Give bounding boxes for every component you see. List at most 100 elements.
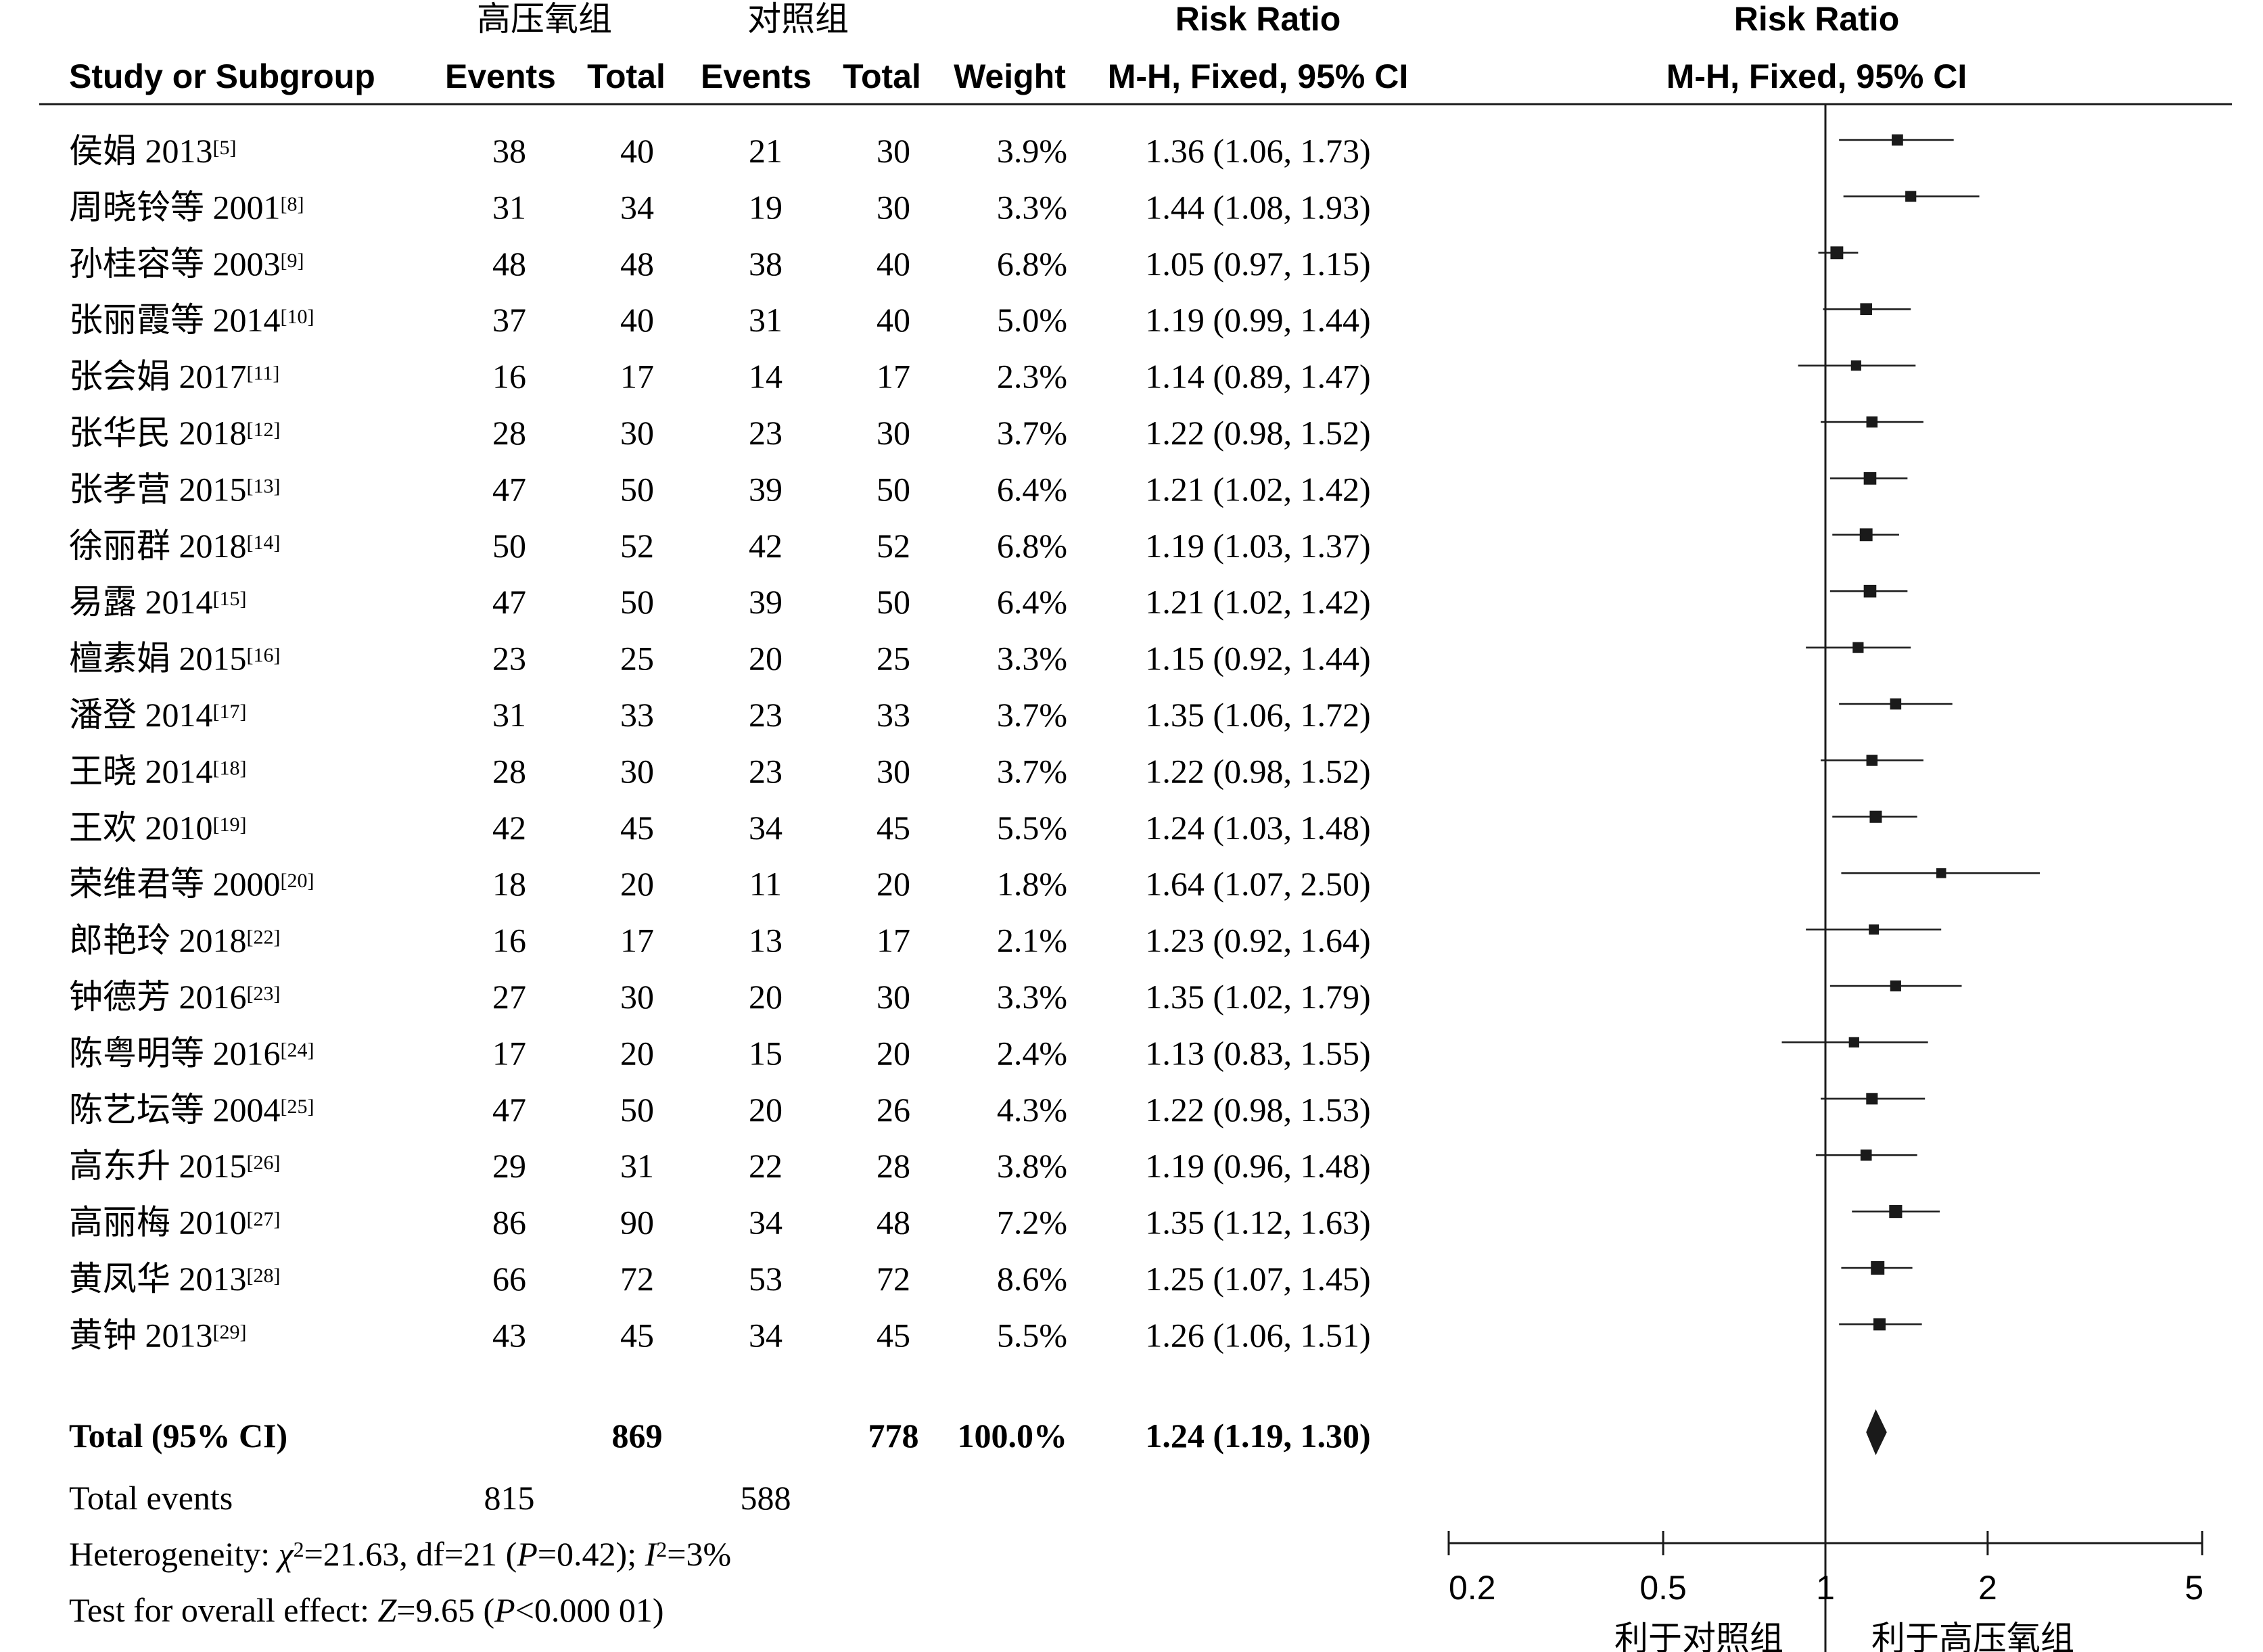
- rr-ci-value: 1.22 (0.98, 1.52): [1145, 414, 1370, 452]
- header-exp-total: Total: [587, 57, 666, 95]
- exp-total: 50: [620, 583, 654, 621]
- exp-total: 45: [620, 809, 654, 847]
- ctl-total: 72: [877, 1260, 910, 1298]
- exp-total: 33: [620, 696, 654, 734]
- weight-value: 3.3%: [997, 640, 1067, 678]
- study-name: 高东升 2015[26]: [69, 1147, 280, 1185]
- ctl-total: 40: [877, 245, 910, 283]
- rr-ci-value: 1.44 (1.08, 1.93): [1145, 188, 1370, 226]
- x-tick-label: 1: [1816, 1569, 1835, 1607]
- study-name: 高丽梅 2010[27]: [69, 1204, 280, 1242]
- ctl-total: 30: [877, 978, 910, 1016]
- ctl-total: 30: [877, 414, 910, 452]
- exp-events: 23: [492, 640, 526, 678]
- study-name: 陈艺坛等 2004[25]: [69, 1091, 314, 1129]
- header-ctl-events: Events: [701, 57, 812, 95]
- rr-ci-value: 1.25 (1.07, 1.45): [1145, 1260, 1370, 1298]
- total-ctl: 778: [868, 1417, 919, 1455]
- study-name: 周晓铃等 2001[8]: [69, 188, 304, 226]
- rr-ci-value: 1.15 (0.92, 1.44): [1145, 640, 1370, 678]
- rr-ci-value: 1.05 (0.97, 1.15): [1145, 245, 1370, 283]
- total-rr-ci: 1.24 (1.19, 1.30): [1145, 1417, 1370, 1455]
- point-estimate-square: [1863, 472, 1877, 485]
- exp-events: 17: [492, 1034, 526, 1072]
- ctl-total: 52: [877, 527, 910, 565]
- total-weight: 100.0%: [958, 1417, 1068, 1455]
- study-name: 郎艳玲 2018[22]: [69, 922, 280, 960]
- weight-value: 2.1%: [997, 922, 1067, 960]
- ctl-total: 45: [877, 809, 910, 847]
- point-estimate-square: [1889, 1205, 1903, 1219]
- exp-events: 48: [492, 245, 526, 283]
- rr-ci-value: 1.24 (1.03, 1.48): [1145, 809, 1370, 847]
- heterogeneity-line: Heterogeneity: χ2=21.63, df=21 (P=0.42);…: [69, 1535, 731, 1573]
- study-name: 张丽霞等 2014[10]: [69, 301, 314, 339]
- header-weight: Weight: [954, 57, 1066, 95]
- weight-value: 1.8%: [997, 865, 1067, 903]
- exp-total: 45: [620, 1316, 654, 1354]
- ctl-total: 45: [877, 1316, 910, 1354]
- ctl-events: 34: [749, 1316, 783, 1354]
- exp-events: 43: [492, 1316, 526, 1354]
- study-name: 徐丽群 2018[14]: [69, 527, 280, 565]
- exp-events: 27: [492, 978, 526, 1016]
- exp-events: 16: [492, 922, 526, 960]
- weight-value: 3.3%: [997, 978, 1067, 1016]
- header-group-experimental: 高压氧组: [477, 0, 612, 39]
- exp-total: 40: [620, 301, 654, 339]
- point-estimate-square: [1860, 303, 1873, 316]
- study-name: 荣维君等 2000[20]: [69, 865, 314, 903]
- ctl-events: 20: [749, 978, 783, 1016]
- weight-value: 7.2%: [997, 1204, 1067, 1242]
- weight-value: 5.5%: [997, 1316, 1067, 1354]
- exp-total: 30: [620, 752, 654, 790]
- rr-ci-value: 1.35 (1.06, 1.72): [1145, 696, 1370, 734]
- study-name: 潘登 2014[17]: [69, 696, 246, 734]
- exp-events: 28: [492, 752, 526, 790]
- ctl-total: 25: [877, 640, 910, 678]
- study-name: 王欢 2010[19]: [69, 809, 246, 847]
- weight-value: 3.7%: [997, 696, 1067, 734]
- weight-value: 3.9%: [997, 132, 1067, 170]
- favours-right: 利于高压氧组: [1871, 1619, 2074, 1652]
- point-estimate-square: [1866, 1093, 1878, 1105]
- study-name: 易露 2014[15]: [69, 583, 246, 621]
- ctl-events: 39: [749, 583, 783, 621]
- exp-total: 31: [620, 1147, 654, 1185]
- weight-value: 6.8%: [997, 245, 1067, 283]
- exp-total: 48: [620, 245, 654, 283]
- point-estimate-square: [1859, 528, 1873, 542]
- point-estimate-square: [1830, 246, 1844, 260]
- exp-events: 31: [492, 696, 526, 734]
- exp-events: 47: [492, 583, 526, 621]
- x-tick-label: 2: [1978, 1569, 1997, 1607]
- point-estimate-square: [1852, 642, 1864, 653]
- weight-value: 8.6%: [997, 1260, 1067, 1298]
- weight-value: 5.0%: [997, 301, 1067, 339]
- exp-events: 42: [492, 809, 526, 847]
- rr-ci-value: 1.19 (0.96, 1.48): [1145, 1147, 1370, 1185]
- study-name: 钟德芳 2016[23]: [69, 978, 280, 1016]
- ctl-events: 53: [749, 1260, 783, 1298]
- study-name: 张会娟 2017[11]: [69, 358, 279, 396]
- exp-total: 50: [620, 470, 654, 508]
- study-name: 侯娟 2013[5]: [69, 132, 236, 170]
- ctl-events: 15: [749, 1034, 783, 1072]
- exp-events: 31: [492, 188, 526, 226]
- exp-events: 16: [492, 358, 526, 396]
- rr-ci-value: 1.13 (0.83, 1.55): [1145, 1034, 1370, 1072]
- ctl-events: 22: [749, 1147, 783, 1185]
- point-estimate-square: [1863, 584, 1877, 598]
- weight-value: 3.3%: [997, 188, 1067, 226]
- exp-events: 28: [492, 414, 526, 452]
- exp-total: 30: [620, 978, 654, 1016]
- header-risk-ratio: Risk Ratio: [1175, 0, 1341, 38]
- exp-events: 18: [492, 865, 526, 903]
- point-estimate-square: [1848, 1037, 1859, 1048]
- point-estimate-square: [1890, 980, 1901, 992]
- ctl-total: 20: [877, 1034, 910, 1072]
- study-name: 孙桂容等 2003[9]: [69, 245, 304, 283]
- ctl-total: 17: [877, 358, 910, 396]
- exp-events: 66: [492, 1260, 526, 1298]
- header-plot-risk-ratio: Risk Ratio: [1734, 0, 1900, 38]
